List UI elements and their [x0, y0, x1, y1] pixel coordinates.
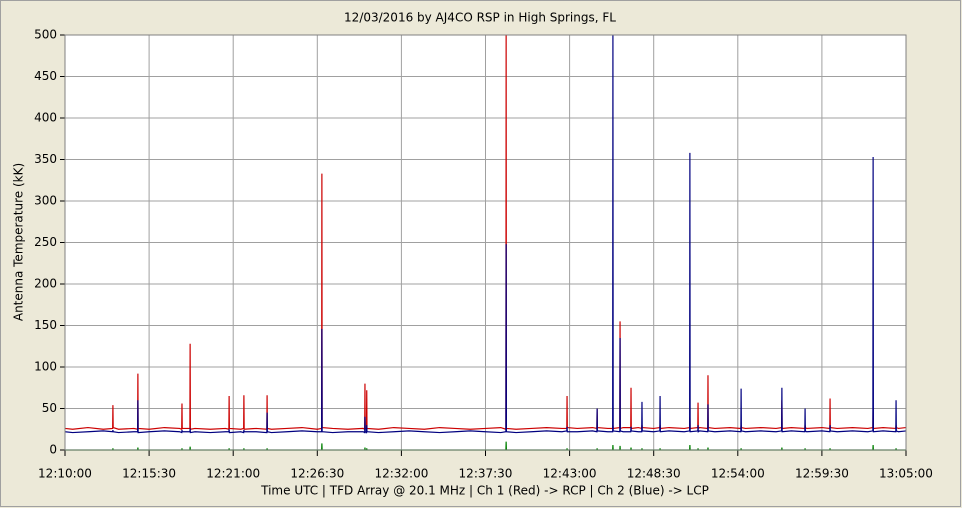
- y-tick-label: 100: [34, 360, 57, 374]
- y-tick-label: 0: [49, 443, 57, 457]
- y-tick-label: 200: [34, 277, 57, 291]
- y-tick-label: 500: [34, 28, 57, 42]
- y-tick-label: 50: [42, 401, 57, 415]
- x-tick-label: 12:43:00: [543, 467, 597, 481]
- x-tick-label: 12:59:30: [795, 467, 849, 481]
- chart-title: 12/03/2016 by AJ4CO RSP in High Springs,…: [344, 11, 616, 25]
- x-axis-label: Time UTC | TFD Array @ 20.1 MHz | Ch 1 (…: [260, 484, 709, 498]
- x-tick-label: 12:21:00: [206, 467, 260, 481]
- x-tick-label: 12:37:30: [459, 467, 513, 481]
- y-tick-label: 450: [34, 69, 57, 83]
- x-tick-label: 12:48:30: [627, 467, 681, 481]
- x-tick-label: 12:10:00: [38, 467, 92, 481]
- y-tick-label: 400: [34, 111, 57, 125]
- x-tick-label: 12:26:30: [290, 467, 344, 481]
- y-tick-label: 150: [34, 318, 57, 332]
- series-line: [64, 34, 907, 434]
- plot-border: [64, 34, 907, 451]
- x-tick-label: 12:15:30: [122, 467, 176, 481]
- y-axis-label: Antenna Temperature (kK): [12, 163, 26, 321]
- x-tick-label: 12:32:00: [374, 467, 428, 481]
- y-tick-label: 350: [34, 152, 57, 166]
- y-tick-label: 300: [34, 194, 57, 208]
- x-tick-label: 12:54:00: [711, 467, 765, 481]
- y-tick-label: 250: [34, 235, 57, 249]
- x-tick-label: 13:05:00: [879, 467, 933, 481]
